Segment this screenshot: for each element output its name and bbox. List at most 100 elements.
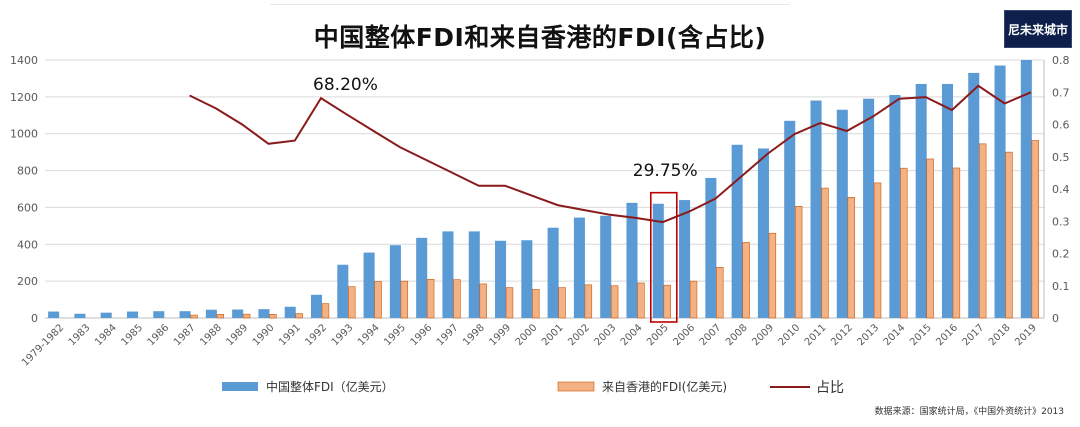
bar-total-fdi	[915, 83, 927, 318]
x-tick-label: 1991	[277, 322, 303, 348]
x-tick-label: 2018	[987, 322, 1013, 348]
bar-total-fdi	[100, 312, 112, 318]
y-tick-label: 600	[17, 201, 38, 214]
bar-total-fdi	[416, 237, 428, 318]
bar-total-fdi	[600, 215, 612, 318]
y2-tick-label: 0.7	[1052, 86, 1070, 99]
bar-total-fdi	[442, 231, 454, 318]
x-tick-label: 2016	[934, 322, 960, 348]
bar-total-fdi	[389, 245, 401, 318]
bar-hk-fdi	[216, 314, 225, 319]
x-tick-label: 2007	[698, 322, 724, 348]
bar-hk-fdi	[348, 286, 356, 319]
bar-hk-fdi	[453, 279, 461, 319]
bar-hk-fdi	[1031, 140, 1039, 319]
x-tick-label: 1983	[67, 322, 93, 348]
x-tick-label: 1994	[356, 322, 382, 348]
x-tick-label: 1986	[146, 322, 172, 348]
bar-hk-fdi	[926, 158, 934, 319]
x-tick-label: 1988	[198, 322, 224, 348]
bar-hk-fdi	[321, 303, 330, 319]
x-tick-label: 2002	[566, 322, 592, 348]
bar-total-fdi	[74, 313, 86, 318]
legend-label-ratio: 占比	[816, 380, 844, 396]
bar-total-fdi	[784, 120, 796, 318]
bar-hk-fdi	[610, 285, 619, 319]
y2-tick-label: 0.5	[1052, 151, 1070, 164]
x-tick-label: 2017	[961, 322, 987, 348]
bar-hk-fdi	[558, 287, 566, 319]
x-tick-label: 1990	[251, 322, 277, 348]
x-tick-label: 2005	[645, 322, 671, 348]
brand-logo: 尼未来城市	[1004, 10, 1072, 48]
bar-total-fdi	[705, 177, 717, 318]
bar-total-fdi	[468, 231, 480, 318]
y-tick-label: 1200	[10, 91, 38, 104]
x-tick-label: 2009	[750, 322, 776, 348]
y2-tick-label: 0.3	[1052, 215, 1070, 228]
bar-hk-fdi	[1005, 151, 1013, 319]
x-tick-label: 1992	[303, 322, 329, 348]
bar-total-fdi	[810, 100, 822, 319]
bar-total-fdi	[889, 95, 901, 318]
bar-total-fdi	[232, 309, 244, 318]
chart-title: 中国整体FDI和来自香港的FDI(含占比)	[313, 23, 767, 52]
bar-hk-fdi	[426, 278, 435, 319]
bar-hk-fdi	[584, 284, 593, 319]
top-divider	[270, 4, 790, 5]
bar-hk-fdi	[716, 267, 724, 319]
bar-hk-fdi	[505, 287, 514, 319]
bar-total-fdi	[153, 311, 165, 318]
y-tick-label: 800	[17, 165, 38, 178]
x-tick-label: 2004	[619, 322, 645, 348]
bar-total-fdi	[521, 240, 533, 318]
bar-hk-fdi	[663, 284, 671, 319]
y-tick-label: 400	[17, 238, 38, 251]
y-tick-label: 1000	[10, 128, 38, 141]
x-tick-label: 1998	[461, 322, 487, 348]
y-tick-label: 200	[17, 275, 38, 288]
bar-total-fdi	[179, 311, 191, 318]
bar-total-fdi	[941, 83, 953, 318]
bar-hk-fdi	[742, 242, 750, 319]
x-tick-label: 2019	[1013, 322, 1039, 348]
bar-hk-fdi	[532, 289, 540, 319]
legend-swatch-hk	[557, 381, 595, 392]
ratio-line	[189, 84, 1032, 224]
legend-label-total: 中国整体FDI（亿美元）	[266, 379, 394, 394]
bar-total-fdi	[968, 72, 980, 319]
bar-hk-fdi	[873, 182, 882, 319]
bar-total-fdi	[757, 148, 769, 318]
y2-tick-label: 0.1	[1052, 280, 1070, 293]
bar-hk-fdi	[295, 313, 303, 319]
annotation-label: 68.20%	[313, 75, 378, 95]
bar-total-fdi	[1020, 60, 1032, 318]
x-tick-label: 1984	[93, 322, 119, 348]
bar-hk-fdi	[689, 280, 698, 319]
annotation-label: 29.75%	[633, 161, 698, 181]
x-tick-label: 1985	[119, 322, 145, 348]
bar-total-fdi	[863, 98, 875, 318]
x-tick-label: 1993	[330, 322, 356, 348]
source-note: 数据来源：国家统计局，《中国外资统计》2013	[874, 407, 1064, 417]
bar-hk-fdi	[794, 206, 803, 319]
x-tick-label: 2010	[777, 322, 803, 348]
bar-hk-fdi	[479, 283, 487, 319]
bar-hk-fdi	[374, 281, 382, 319]
bar-total-fdi	[626, 202, 638, 318]
bar-hk-fdi	[952, 167, 961, 319]
x-tick-label: 1989	[225, 322, 251, 348]
bar-hk-fdi	[242, 313, 251, 319]
bar-total-fdi	[495, 240, 507, 318]
x-tick-label: 2015	[908, 322, 934, 348]
bar-hk-fdi	[821, 187, 829, 319]
bar-hk-fdi	[637, 282, 645, 319]
x-tick-label: 1996	[409, 322, 435, 348]
y2-tick-label: 0.6	[1052, 119, 1070, 132]
x-tick-label: 1997	[435, 322, 461, 348]
bar-hk-fdi	[900, 167, 908, 319]
legend-label-hk: 来自香港的FDI(亿美元)	[602, 379, 727, 394]
bar-total-fdi	[573, 217, 585, 318]
bar-hk-fdi	[400, 280, 409, 319]
bar-total-fdi	[679, 200, 691, 318]
